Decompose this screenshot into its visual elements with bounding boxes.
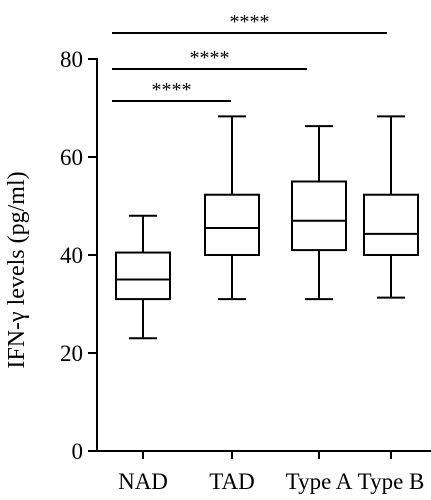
- y-tick-label: 40: [60, 243, 83, 268]
- axes: 0 20 40 60 80 NAD TAD Type A Type B: [60, 47, 431, 494]
- significance-bracket: ****: [112, 11, 387, 34]
- x-tick-label: TAD: [209, 469, 254, 494]
- significance-bracket: ****: [112, 47, 307, 70]
- y-tick-label: 60: [60, 145, 83, 170]
- iqr-box: [291, 180, 347, 252]
- box-tad: [204, 115, 260, 301]
- y-tick-label: 80: [60, 47, 83, 72]
- x-tick-label: Type A: [286, 469, 353, 494]
- significance-bracket: ****: [112, 79, 231, 102]
- box-nad: [115, 214, 171, 340]
- boxes: [115, 115, 419, 340]
- iqr-box: [204, 193, 260, 256]
- iqr-box: [363, 193, 419, 256]
- significance-label: ****: [152, 79, 192, 101]
- significance-label: ****: [190, 47, 230, 69]
- y-tick-label: 0: [72, 439, 84, 464]
- y-axis-label: IFN-γ levels (pg/ml): [4, 171, 30, 368]
- significance-label: ****: [230, 11, 270, 33]
- y-tick-label: 20: [60, 341, 83, 366]
- x-tick-label: NAD: [118, 469, 168, 494]
- significance-brackets: ************: [112, 11, 387, 102]
- box-type-b: [363, 115, 419, 299]
- x-tick-label: Type B: [358, 469, 425, 494]
- iqr-box: [115, 251, 171, 301]
- box-type-a: [291, 125, 347, 301]
